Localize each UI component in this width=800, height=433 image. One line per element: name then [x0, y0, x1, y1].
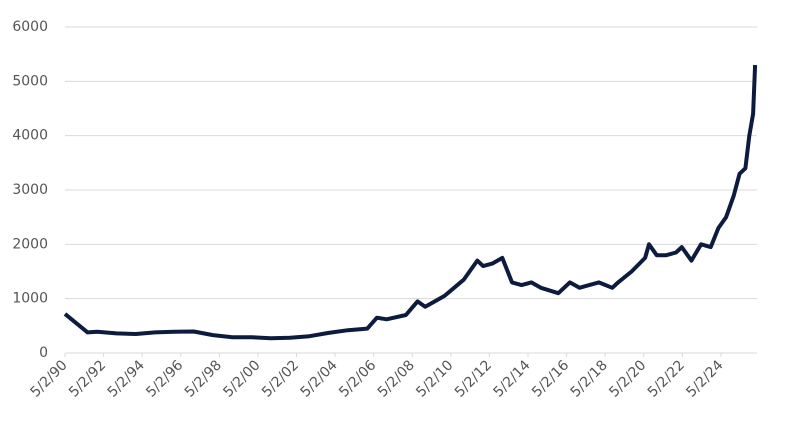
x-tick-label: 5/2/02: [259, 357, 302, 400]
y-tick-label: 3000: [12, 182, 48, 198]
y-tick-label: 1000: [12, 291, 48, 307]
x-tick-label: 5/2/20: [606, 357, 649, 400]
y-tick-label: 0: [39, 345, 48, 361]
x-tick-label: 5/2/10: [413, 357, 456, 400]
x-tick-label: 5/2/12: [452, 357, 495, 400]
line: [63, 64, 758, 341]
x-tick-label: 5/2/24: [683, 357, 726, 400]
x-tick-label: 5/2/16: [529, 357, 572, 400]
x-tick-label: 5/2/96: [143, 357, 186, 400]
y-tick-label: 4000: [12, 128, 48, 144]
x-tick-label: 5/2/90: [27, 357, 70, 400]
x-tick-label: 5/2/08: [375, 357, 418, 400]
y-tick-label: 2000: [12, 236, 48, 252]
x-tick-label: 5/2/94: [105, 357, 148, 400]
y-tick-label: 5000: [12, 73, 48, 89]
x-tick-label: 5/2/92: [66, 357, 109, 400]
y-tick-label: 6000: [12, 19, 48, 35]
x-tick-label: 5/2/22: [645, 357, 688, 400]
x-tick-label: 5/2/18: [568, 357, 611, 400]
x-tick-label: 5/2/98: [182, 357, 225, 400]
x-tick-label: 5/2/06: [336, 357, 379, 400]
x-tick-label: 5/2/14: [490, 357, 533, 400]
x-tick-label: 5/2/00: [220, 357, 263, 400]
x-tick-label: 5/2/04: [298, 357, 341, 400]
